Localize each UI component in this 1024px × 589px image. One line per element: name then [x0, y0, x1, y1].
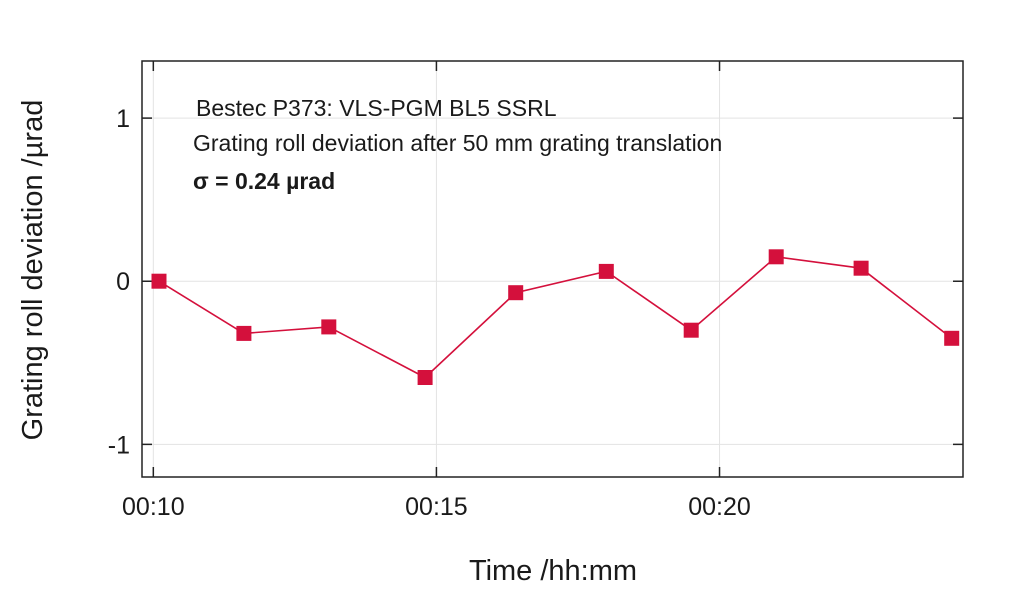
- y-tick-label: 0: [116, 268, 130, 296]
- y-tick-label: -1: [108, 431, 130, 459]
- data-point: [944, 330, 960, 346]
- data-point: [683, 322, 699, 338]
- series: [151, 249, 960, 385]
- data-point: [508, 285, 524, 301]
- y-axis-title: Grating roll deviation /µrad: [17, 100, 49, 441]
- y-tick-label: 1: [116, 105, 130, 133]
- annotation-title: Bestec P373: VLS-PGM BL5 SSRL: [196, 95, 557, 121]
- data-point: [236, 325, 252, 341]
- data-point: [853, 260, 869, 276]
- annotation-sigma: σ = 0.24 µrad: [193, 168, 335, 194]
- x-axis-title: Time /hh:mm: [469, 555, 637, 587]
- x-tick-label: 00:20: [688, 493, 751, 521]
- plot-frame: [141, 60, 964, 478]
- data-point: [598, 263, 614, 279]
- data-point: [417, 370, 433, 385]
- data-point: [151, 273, 167, 289]
- data-point: [321, 319, 337, 335]
- x-tick-label: 00:15: [405, 493, 468, 521]
- axis-ticks: 1 0 -1 00:10 00:15 00:20: [108, 61, 963, 521]
- data-point: [768, 249, 784, 265]
- x-tick-label: 00:10: [122, 493, 185, 521]
- series-line: [158, 255, 953, 379]
- annotation-subtitle: Grating roll deviation after 50 mm grati…: [193, 130, 722, 156]
- grid: [142, 61, 963, 477]
